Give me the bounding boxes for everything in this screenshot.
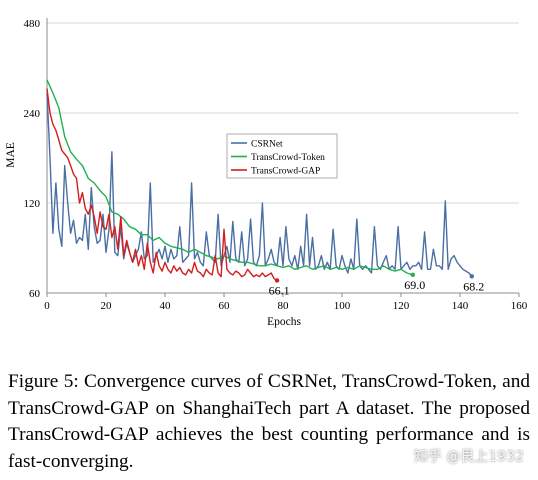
x-tick-label-80: 80 [278, 300, 290, 312]
series-end-marker-csrnet [469, 274, 474, 279]
x-tick-label-20: 20 [101, 300, 113, 312]
legend-label-csrnet: CSRNet [251, 140, 283, 150]
y-tick-label-480: 480 [24, 18, 41, 30]
chart-legend: CSRNet TransCrowd-Token TransCrowd-GAP [226, 133, 338, 179]
legend-label-transcrowd-gap: TransCrowd-GAP [251, 167, 320, 177]
y-tick-label-60: 60 [29, 288, 41, 300]
legend-label-transcrowd-token: TransCrowd-Token [251, 153, 325, 163]
series-line-csrnet [46, 92, 473, 277]
series-end-marker-transcrowd-gap [274, 278, 280, 283]
tick-labels: 60 120 240 480 0 20 40 60 80 100 120 140 160 [24, 18, 528, 312]
series-lines [46, 79, 474, 283]
convergence-chart: 60 120 240 480 0 20 40 60 80 100 120 140 160 68.2 69.… [5, 18, 528, 328]
y-tick-label-240: 240 [24, 108, 41, 120]
y-tick-label-120: 120 [24, 198, 41, 210]
y-axis-label: MAE [5, 142, 17, 168]
end-label-transcrowd-gap: 66.1 [269, 283, 290, 297]
x-tick-label-60: 60 [219, 300, 231, 312]
x-tick-label-0: 0 [44, 300, 50, 312]
x-tick-label-160: 160 [511, 300, 528, 312]
x-tick-label-120: 120 [393, 300, 410, 312]
series-line-transcrowd-token [46, 79, 414, 276]
x-tick-label-100: 100 [334, 300, 351, 312]
end-value-labels: 68.2 69.0 66.1 [269, 278, 485, 298]
x-axis-label: Epochs [267, 316, 301, 328]
end-label-transcrowd-token: 69.0 [404, 278, 425, 292]
end-label-csrnet: 68.2 [463, 279, 484, 293]
series-end-marker-transcrowd-token [410, 272, 415, 278]
x-tick-label-140: 140 [452, 300, 469, 312]
chart-axes [46, 18, 520, 297]
watermark: 知乎 @艮上1932 [413, 449, 524, 465]
series-line-transcrowd-gap [46, 88, 278, 282]
figure-caption: Figure 5: Convergence curves of CSRNet, … [8, 371, 530, 472]
x-tick-label-40: 40 [160, 300, 172, 312]
